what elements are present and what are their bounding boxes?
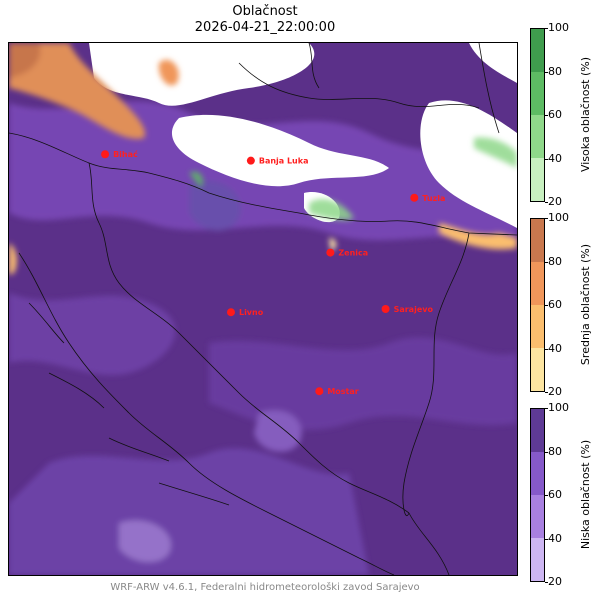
high-cloud-region — [189, 137, 517, 221]
city-label: Tuzla — [422, 194, 445, 203]
colorbar-segment — [531, 409, 544, 452]
colorbar-tick-label: 100 — [545, 21, 569, 34]
city-dot — [315, 387, 324, 396]
colorbar-segment — [531, 219, 544, 262]
colorbar-tick-label: 100 — [545, 401, 569, 414]
city-markers: Bihać Banja Luka Tuzla Zenica Livno Sarajevo M… — [101, 149, 445, 396]
city-dot — [381, 305, 390, 313]
colorbar-tick-label: 20 — [545, 575, 562, 588]
colorbar — [530, 28, 545, 202]
city-dot — [246, 156, 255, 165]
clear-sky-region — [89, 43, 517, 228]
colorbar — [530, 218, 545, 392]
colorbar-segment — [531, 115, 544, 158]
colorbar-tick-label: 60 — [545, 108, 562, 121]
colorbar-segment — [531, 538, 544, 581]
colorbar-segment — [531, 262, 544, 305]
map-title: Oblačnost — [232, 4, 298, 19]
colorbar-tick-label: 40 — [545, 341, 562, 355]
colorbar-tick-label: 60 — [545, 488, 562, 501]
medium-cloud-region — [9, 43, 517, 275]
colorbar-tick-label: 80 — [545, 254, 562, 268]
colorbar-tick-label: 80 — [545, 444, 562, 458]
colorbar-label: Visoka oblačnost (%) — [578, 56, 592, 173]
colorbar-label: Niska oblačnost (%) — [578, 439, 592, 550]
colorbar-segment — [531, 72, 544, 115]
cloud-cover-map: Bihać Banja Luka Tuzla Zenica Livno Sarajevo M… — [8, 42, 518, 576]
country-borders — [9, 43, 517, 575]
colorbar-label: Srednja oblačnost (%) — [578, 243, 592, 366]
city-dot — [410, 193, 419, 202]
colorbar-segment — [531, 348, 544, 391]
colorbar-segment — [531, 305, 544, 348]
city-dot — [326, 248, 335, 257]
colorbar — [530, 408, 545, 582]
model-credit: WRF-ARW v4.6.1, Federalni hidrometeorolo… — [110, 582, 420, 593]
map-datetime: 2026-04-21_22:00:00 — [194, 20, 336, 35]
colorbar-tick-label: 80 — [545, 64, 562, 78]
city-dot — [226, 308, 235, 317]
city-label: Bihać — [113, 149, 138, 159]
colorbar-tick-label: 100 — [545, 211, 569, 224]
city-label: Sarajevo — [394, 305, 434, 314]
city-dot — [101, 150, 110, 159]
colorbar-tick-label: 40 — [545, 531, 562, 545]
city-label: Zenica — [338, 249, 368, 258]
city-label: Banja Luka — [259, 157, 309, 166]
colorbar-tick-label: 20 — [545, 385, 562, 398]
colorbar-tick-label: 20 — [545, 195, 562, 208]
colorbar-tick-label: 60 — [545, 298, 562, 311]
colorbar-segment — [531, 158, 544, 201]
city-label: Mostar — [327, 387, 358, 396]
colorbar-segment — [531, 29, 544, 72]
colorbar-segment — [531, 452, 544, 495]
colorbar-segment — [531, 495, 544, 538]
city-label: Livno — [239, 308, 264, 317]
colorbar-tick-label: 40 — [545, 151, 562, 165]
